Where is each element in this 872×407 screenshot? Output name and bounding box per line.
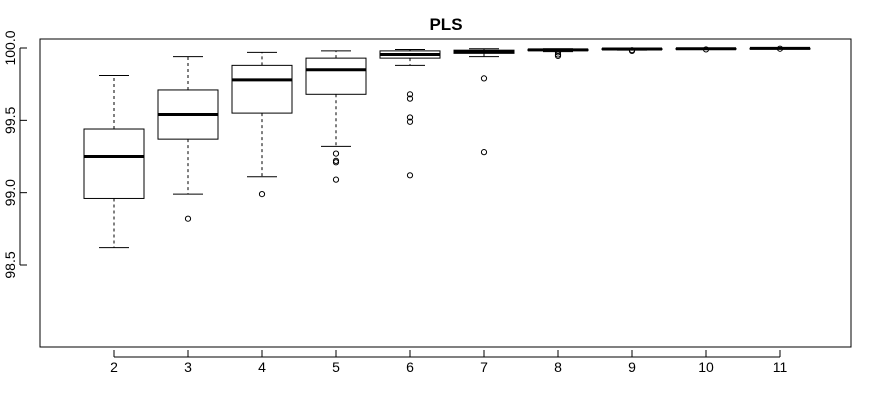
box-7 [453, 48, 515, 156]
outlier-point [332, 150, 340, 157]
box-10 [675, 46, 737, 53]
box-6 [379, 48, 441, 179]
box-4 [231, 51, 293, 198]
outlier-point [406, 118, 414, 125]
outlier-point [184, 215, 192, 222]
outlier-point [628, 47, 636, 54]
chart-title: PLS [429, 15, 462, 34]
x-tick-label: 8 [554, 359, 562, 375]
box-5 [305, 50, 367, 183]
iqr-box [305, 57, 367, 95]
iqr-box [231, 64, 293, 114]
plot-frame [39, 38, 852, 348]
outlier-point [702, 46, 710, 53]
x-tick-label: 4 [258, 359, 266, 375]
outlier-point [332, 176, 340, 183]
y-tick-label: 99.0 [2, 179, 18, 206]
box-11 [749, 45, 811, 52]
x-axis: 2 3 4 5 6 7 8 9 10 11 [110, 350, 787, 375]
x-tick-label: 11 [773, 359, 788, 375]
box-series [83, 45, 811, 249]
outlier-point [554, 49, 562, 56]
box-9 [601, 47, 663, 54]
y-tick-label: 98.5 [2, 251, 18, 278]
outlier-point [480, 149, 488, 156]
y-axis: 98.5 99.0 99.5 100.0 [2, 30, 27, 279]
y-tick-label: 99.5 [2, 106, 18, 133]
outlier-point [406, 172, 414, 179]
x-tick-label: 2 [110, 359, 118, 375]
x-tick-label: 7 [480, 359, 488, 375]
outlier-point [258, 191, 266, 198]
outlier-point [406, 91, 414, 98]
iqr-box [83, 128, 145, 199]
box-8 [527, 48, 589, 60]
x-tick-label: 3 [184, 359, 192, 375]
box-2 [83, 74, 145, 249]
box-3 [157, 56, 219, 222]
outlier-point [332, 159, 340, 166]
x-tick-label: 6 [406, 359, 414, 375]
outlier-point [776, 45, 784, 52]
x-tick-label: 10 [698, 359, 714, 375]
outlier-point [480, 75, 488, 82]
outlier-point [554, 52, 562, 60]
x-tick-label: 5 [332, 359, 340, 375]
x-tick-label: 9 [628, 359, 636, 375]
outlier-point [406, 95, 414, 102]
outlier-point [406, 114, 414, 121]
y-tick-label: 100.0 [2, 30, 18, 65]
